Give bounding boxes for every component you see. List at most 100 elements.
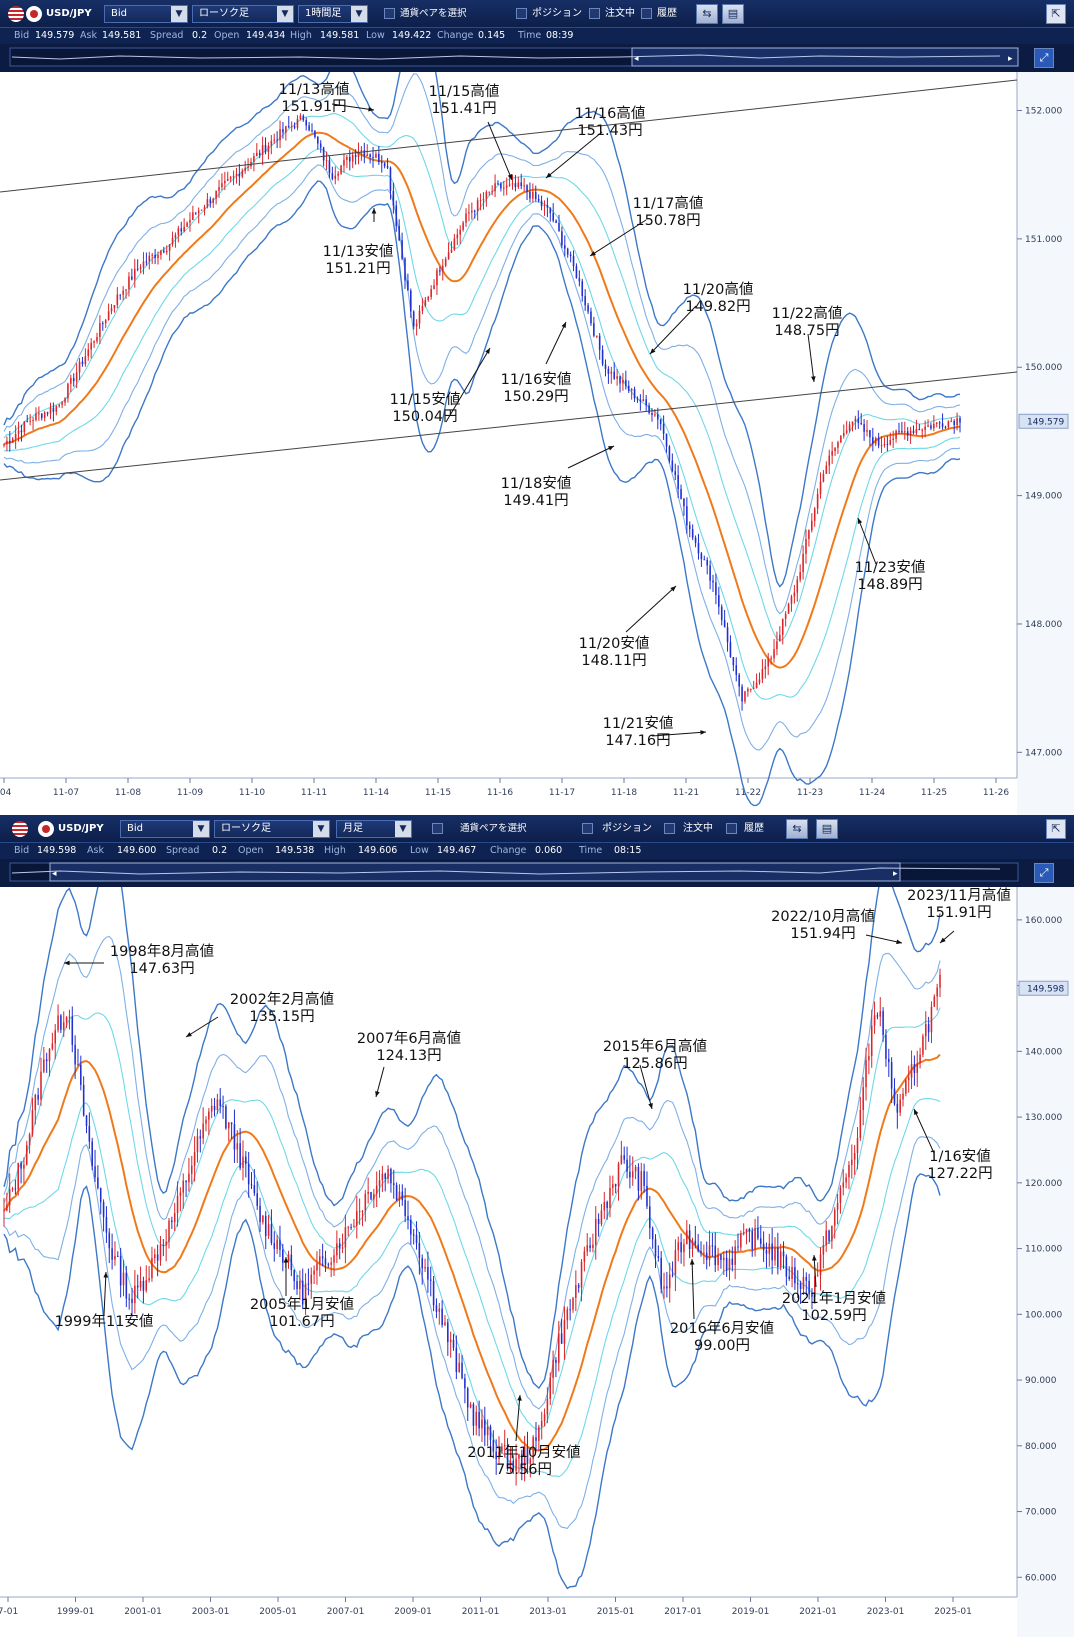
chart-area[interactable]: 160.000150.000140.000130.000120.000110.0… <box>0 847 1074 1637</box>
candle-body <box>279 1239 281 1250</box>
chevron-down-icon: ▼ <box>171 6 187 22</box>
chevron-down-icon: ▼ <box>351 6 367 22</box>
candle-body <box>256 1193 258 1206</box>
candle-body <box>232 175 235 178</box>
candle-body <box>808 1280 810 1295</box>
annotation-price-label: 150.29円 <box>503 389 568 405</box>
candle-body <box>99 323 101 338</box>
candle-body <box>456 234 459 239</box>
candle-body <box>939 974 941 988</box>
candle-body <box>261 145 264 155</box>
candle-body <box>395 1184 398 1201</box>
annotation-arrow-head <box>670 586 676 592</box>
candle-body <box>347 1227 350 1229</box>
candle-body <box>48 1048 51 1062</box>
candle-body <box>81 361 84 365</box>
navigator-strip[interactable]: ◂ ▸ ⤢ <box>0 44 1074 72</box>
candle-body <box>236 1143 239 1150</box>
bollinger-lower-3sd <box>3 180 961 807</box>
timeframe-select[interactable]: 1時間足 ▼ <box>298 5 368 23</box>
window-icon[interactable]: ▤ <box>722 4 744 24</box>
candle-body <box>665 433 668 447</box>
candle-body <box>154 1254 156 1259</box>
current-price-label: 149.579 <box>1027 417 1064 427</box>
annotation-price-label: 150.04円 <box>392 409 457 425</box>
orders-checkbox[interactable] <box>589 8 600 19</box>
candle-body <box>366 154 369 156</box>
candle-body <box>555 220 557 223</box>
candle-body <box>11 438 14 443</box>
candle-body <box>151 254 153 256</box>
pair-select-checkbox[interactable] <box>432 823 443 834</box>
orders-checkbox[interactable] <box>664 823 675 834</box>
candle-body <box>930 1006 933 1033</box>
candle-body <box>206 199 209 208</box>
annotation-arrow-head <box>700 730 706 735</box>
candle-body <box>744 691 746 702</box>
candle-body <box>259 1205 261 1223</box>
timeframe-select[interactable]: 月足 ▼ <box>336 820 412 838</box>
candle-body <box>688 525 691 530</box>
navigator-svg: ◂ ▸ <box>9 862 1019 882</box>
candle-body <box>922 1036 924 1055</box>
candle-body <box>819 1254 822 1276</box>
candle-body <box>485 192 488 200</box>
candle-body <box>879 1011 882 1017</box>
collapse-icon[interactable]: ⇱ <box>1046 4 1066 24</box>
price-type-select[interactable]: Bid ▼ <box>104 5 188 23</box>
candle-body <box>392 1183 395 1185</box>
change-label: Change <box>490 845 527 856</box>
annotation-date-label: 11/21安値 <box>603 715 674 732</box>
candle-body <box>491 191 493 193</box>
window-icon[interactable]: ▤ <box>816 819 838 839</box>
chart-type-select[interactable]: ローソク足 ▼ <box>192 5 294 23</box>
candle-body <box>543 205 546 207</box>
candle-body <box>666 1286 668 1289</box>
history-checkbox[interactable] <box>641 8 652 19</box>
chart-area[interactable]: 152.000 151.000 150.000 149.000 148.000 147.0… <box>0 3 1074 815</box>
expand-icon[interactable]: ⤢ <box>1034 863 1054 883</box>
refresh-icon[interactable]: ⇆ <box>696 4 718 24</box>
annotation-arrow-line <box>445 347 491 423</box>
x-tick-label: 11-25 <box>921 788 947 798</box>
candle-body <box>508 184 511 186</box>
candle-body <box>694 537 697 543</box>
candle-body <box>868 1056 870 1061</box>
candle-body <box>324 1258 327 1265</box>
x-tick-label: 2019-01 <box>732 1607 770 1617</box>
candle-body <box>859 1109 862 1139</box>
navigator-strip[interactable]: ◂ ▸ ⤢ <box>0 859 1074 887</box>
candle-body <box>765 1250 768 1254</box>
candle-body <box>651 413 653 415</box>
history-checkbox[interactable] <box>726 823 737 834</box>
position-checkbox[interactable] <box>582 823 593 834</box>
annotation-price-label: 135.15円 <box>249 1009 314 1025</box>
y-tick-label: 90.000 <box>1025 1376 1057 1386</box>
candle-body <box>173 1213 176 1223</box>
candle-body <box>410 1219 412 1235</box>
candle-body <box>122 290 124 295</box>
pair-select-checkbox[interactable] <box>384 8 395 19</box>
expand-icon[interactable]: ⤢ <box>1034 48 1054 68</box>
collapse-icon[interactable]: ⇱ <box>1046 819 1066 839</box>
candle-body <box>62 1022 65 1030</box>
candle-body <box>84 356 87 365</box>
chart-type-value: ローソク足 <box>199 8 249 19</box>
candle-body <box>748 1228 751 1232</box>
chart-type-select[interactable]: ローソク足 ▼ <box>214 820 330 838</box>
candle-body <box>384 1173 387 1179</box>
candle-body <box>435 1305 438 1312</box>
candle-body <box>37 1094 39 1100</box>
us-flag-icon <box>8 6 24 22</box>
refresh-icon[interactable]: ⇆ <box>786 819 808 839</box>
position-checkbox[interactable] <box>516 8 527 19</box>
candle-body <box>889 440 892 445</box>
candle-body <box>453 238 456 250</box>
y-tick-label: 151.000 <box>1025 235 1062 245</box>
candle-body <box>492 1440 495 1452</box>
annotation-arrow-head <box>940 937 946 943</box>
price-type-select[interactable]: Bid ▼ <box>120 820 210 838</box>
candle-body <box>97 1177 99 1189</box>
annotation-date-label: 2021年1月安値 <box>782 1290 886 1307</box>
candle-body <box>93 341 95 343</box>
